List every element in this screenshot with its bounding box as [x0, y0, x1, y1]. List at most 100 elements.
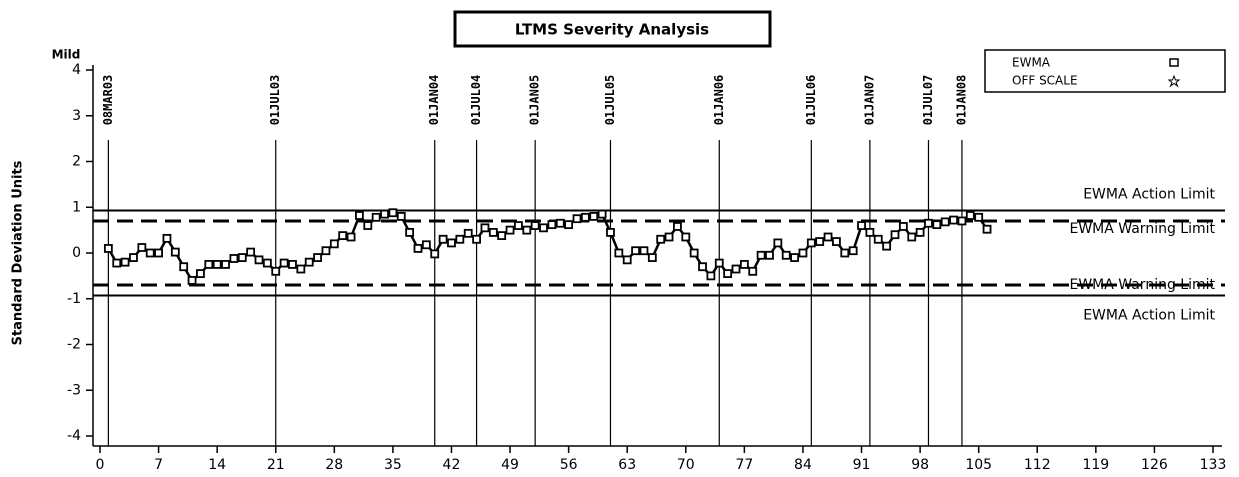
data-point [698, 262, 707, 272]
data-point [120, 257, 130, 267]
x-tick-label: 98 [911, 457, 929, 473]
data-point [254, 255, 264, 265]
x-tick-label: 21 [267, 457, 285, 473]
date-label: 01JAN04 [427, 75, 441, 126]
y-axis-label: Standard Deviation Units [11, 160, 26, 345]
data-point [321, 246, 331, 256]
data-point [505, 225, 515, 235]
data-point [438, 234, 448, 244]
date-label: 01JAN08 [954, 75, 968, 126]
reference-label: EWMA Action Limit [1083, 308, 1215, 324]
data-point [488, 228, 498, 237]
data-point [890, 230, 900, 240]
y-tick-label: -2 [67, 337, 81, 353]
data-point [781, 250, 791, 260]
data-point [463, 228, 473, 238]
data-point [949, 215, 958, 225]
data-point [597, 209, 607, 219]
data-point [815, 237, 825, 246]
data-point [823, 232, 833, 242]
data-point [221, 260, 230, 269]
y-tick-label: 1 [72, 199, 81, 215]
data-point [907, 232, 917, 242]
data-point [539, 223, 548, 233]
date-label: 01JAN06 [712, 75, 726, 126]
data-point [380, 209, 389, 219]
data-point [154, 248, 163, 258]
x-tick-label: 112 [1024, 457, 1051, 473]
data-point [756, 250, 766, 260]
data-point [898, 222, 908, 231]
date-label: 08MAR03 [101, 75, 115, 126]
x-tick-label: 105 [965, 457, 992, 473]
x-tick-label: 7 [154, 457, 163, 473]
data-point [237, 253, 247, 262]
data-point [363, 221, 373, 230]
data-point [790, 253, 799, 262]
date-label: 01JAN07 [862, 75, 876, 126]
data-point [296, 264, 306, 274]
x-tick-label: 77 [735, 457, 753, 473]
data-point [857, 221, 866, 230]
data-point [848, 246, 858, 256]
y-tick-label: 0 [72, 245, 81, 261]
data-point [288, 260, 297, 269]
data-point [723, 269, 733, 278]
data-point [137, 243, 147, 252]
data-point [965, 211, 975, 220]
data-point [246, 247, 256, 257]
data-point [279, 258, 289, 268]
data-point [832, 237, 841, 246]
title-box [453, 10, 772, 48]
x-tick-label: 70 [677, 457, 695, 473]
data-point [103, 244, 113, 253]
y-tick-label: 3 [72, 108, 81, 124]
data-point [873, 234, 883, 244]
x-tick-label: 14 [208, 457, 226, 473]
date-label: 01JUL03 [268, 75, 282, 126]
data-point [346, 232, 356, 242]
data-point [974, 212, 984, 222]
date-label: 01JAN05 [528, 75, 542, 126]
data-point [673, 222, 682, 231]
data-point [589, 211, 599, 221]
data-point [355, 211, 364, 220]
data-point [606, 228, 615, 237]
date-label: 01JUL05 [603, 75, 617, 126]
data-point [455, 234, 465, 244]
data-point [212, 260, 222, 269]
data-point [564, 220, 574, 230]
data-point [739, 260, 749, 269]
data-point [748, 266, 758, 276]
data-point [631, 246, 640, 256]
data-point [547, 220, 557, 230]
data-point [681, 232, 691, 242]
data-point [204, 260, 214, 269]
data-point [480, 223, 490, 233]
data-point [187, 276, 197, 285]
data-point [806, 238, 816, 248]
chart-title: LTMS Severity Analysis [515, 21, 709, 39]
y-tick-label: 4 [72, 62, 81, 78]
x-tick-label: 84 [794, 457, 812, 473]
data-point [555, 218, 565, 228]
data-point [405, 228, 415, 237]
data-point [647, 253, 657, 262]
data-point [522, 225, 532, 235]
data-point [639, 246, 649, 256]
data-point [371, 212, 381, 222]
data-point [145, 248, 155, 258]
data-point [338, 231, 348, 241]
x-tick-label: 133 [1200, 457, 1227, 473]
y-tick-label: -4 [67, 428, 81, 444]
legend-symbol [1169, 58, 1179, 67]
data-point [932, 220, 942, 230]
data-point [229, 254, 239, 263]
data-point [714, 258, 724, 268]
data-point [982, 224, 992, 234]
reference-label: EWMA Warning Limit [1069, 221, 1215, 237]
data-point [497, 231, 507, 241]
data-point [706, 271, 716, 281]
data-point [413, 244, 423, 253]
